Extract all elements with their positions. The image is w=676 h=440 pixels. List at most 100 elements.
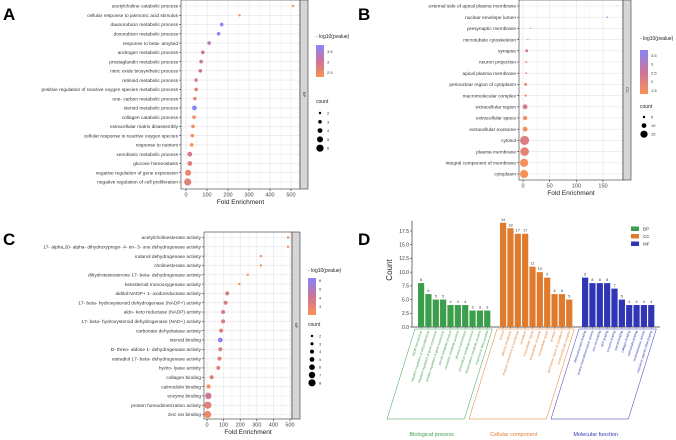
bar-value-label: 3 <box>479 306 481 310</box>
data-point <box>217 356 222 361</box>
group-bracket <box>468 328 575 420</box>
term-label: cellular response to reactive oxygen spe… <box>84 133 179 139</box>
category-label: steroid binding <box>614 330 624 351</box>
size-legend-label: 10 <box>651 123 656 128</box>
data-point <box>522 104 528 110</box>
data-point <box>204 401 212 409</box>
bar <box>500 222 507 327</box>
color-legend-tick: 2 <box>651 79 654 84</box>
bar-value-label: 4 <box>457 300 459 304</box>
data-point <box>223 300 228 305</box>
term-label: dihydrotestosterone 17- beta- dehydrogen… <box>88 272 202 278</box>
bar <box>462 305 469 327</box>
x-tick-label: 200 <box>223 193 232 199</box>
term-label: hydro- lyase activity <box>159 366 202 372</box>
y-tick-label: 10.0 <box>399 270 409 276</box>
y-tick-label: 7.5 <box>402 284 409 290</box>
term-label: aldo- keto reductase (NADP) activity <box>124 310 202 316</box>
term-label: presynaptic membrane <box>467 26 516 32</box>
term-label: plasma membrane <box>476 149 516 155</box>
data-point <box>519 169 529 179</box>
data-point <box>185 169 192 176</box>
data-point <box>209 375 214 380</box>
bar <box>536 272 543 327</box>
data-point <box>527 38 529 41</box>
bar-value-label: 17 <box>523 229 527 233</box>
data-point <box>221 310 226 315</box>
term-label: extracellular space <box>476 116 516 122</box>
size-legend-label: 3 <box>319 341 322 346</box>
data-point <box>221 319 226 324</box>
term-label: extracellular exosome <box>469 127 516 133</box>
data-point <box>216 31 221 36</box>
data-point <box>525 49 529 53</box>
data-point <box>217 337 223 343</box>
data-point <box>529 27 532 30</box>
data-point <box>187 151 193 157</box>
category-label: cytoplasm <box>519 330 527 345</box>
bar-value-label: 5 <box>568 295 570 299</box>
data-point <box>192 115 196 119</box>
bar <box>640 305 647 327</box>
size-legend-dot <box>640 130 648 138</box>
color-legend-tick: 3 <box>651 62 654 67</box>
legend-swatch-bp <box>631 226 639 231</box>
term-label: response to nutrient <box>136 143 179 149</box>
bar-value-label: 6 <box>561 289 563 293</box>
color-legend-title: - log10(pvalue) <box>308 268 342 274</box>
bar-value-label: 4 <box>635 300 637 304</box>
term-label: nitric oxide biosynthetic process <box>110 69 178 75</box>
bar <box>648 305 655 327</box>
size-legend-label: 8 <box>319 380 322 385</box>
term-label: zinc ion binding <box>168 412 201 418</box>
size-legend-label: 2 <box>327 111 330 116</box>
size-legend-title: count <box>640 104 653 110</box>
data-point <box>259 254 263 258</box>
bar-value-label: 4 <box>628 300 630 304</box>
bar-value-label: 4 <box>650 300 652 304</box>
y-tick-label: 2.5 <box>402 311 409 317</box>
facet-strip <box>291 231 301 420</box>
x-tick-label: 300 <box>252 423 261 429</box>
data-point <box>194 87 198 92</box>
data-point <box>218 347 223 352</box>
term-label: estradiol 17- beta- dehydrogenase activi… <box>112 356 202 362</box>
size-legend-dot <box>308 379 316 387</box>
bar <box>626 305 633 327</box>
data-point <box>520 147 529 156</box>
bar <box>618 299 625 327</box>
size-legend-dot <box>309 364 315 371</box>
x-axis-title: Fold Enrichment <box>547 190 595 197</box>
size-legend-dot <box>310 334 314 338</box>
x-tick-label: 200 <box>236 423 245 429</box>
color-bar <box>308 278 316 315</box>
facet-strip-label: CC <box>625 87 630 93</box>
size-legend-label: 4 <box>327 128 330 133</box>
term-label: macromolecular complex <box>463 93 517 99</box>
size-legend-label: 5 <box>651 115 654 120</box>
color-legend-tick: 3 <box>327 60 330 65</box>
x-tick-label: 100 <box>219 423 228 429</box>
size-legend-label: 2 <box>319 334 322 339</box>
category-label: cytosol <box>498 330 505 341</box>
bar-value-label: 8 <box>420 278 422 282</box>
x-tick-label: 100 <box>572 184 581 190</box>
data-point <box>238 282 241 286</box>
color-bar <box>640 50 648 94</box>
x-tick-label: 0 <box>205 423 208 429</box>
legend-swatch-mf <box>631 241 639 246</box>
term-label: apical plasma membrane <box>462 71 516 77</box>
x-tick-label: 150 <box>598 184 607 190</box>
data-point <box>519 158 529 167</box>
term-label: carbonate dehydratase activity <box>136 328 202 334</box>
term-label: response to beta- amyloid <box>123 41 179 47</box>
legend-label: BP <box>643 227 649 232</box>
term-label: acetylcholine catabolic process <box>112 4 179 10</box>
data-point <box>184 178 192 186</box>
x-tick-label: 50 <box>547 184 553 190</box>
term-label: enzyme binding <box>167 394 201 400</box>
bar <box>529 266 536 327</box>
size-legend-label: 5 <box>319 357 322 362</box>
bar-value-label: 4 <box>464 300 466 304</box>
y-tick-label: 17.5 <box>399 229 409 235</box>
